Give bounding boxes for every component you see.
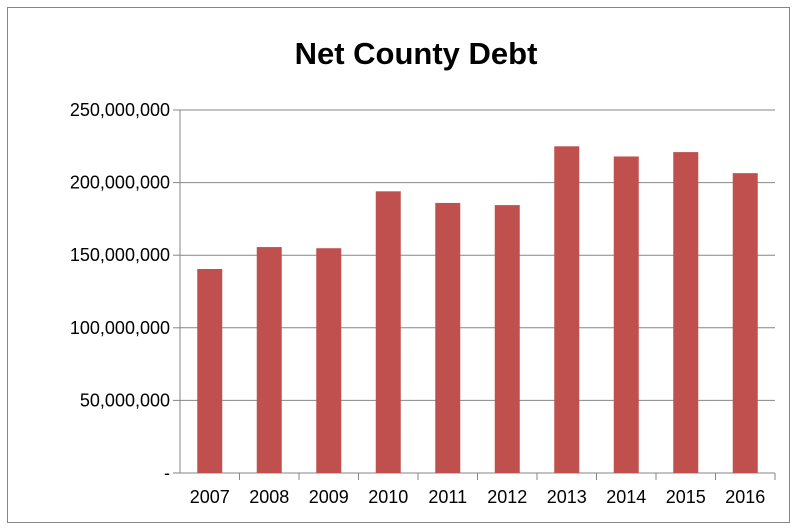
bar (375, 191, 401, 473)
x-tick-label: 2008 (249, 487, 289, 507)
x-tick-label: 2007 (190, 487, 230, 507)
x-tick-label: 2016 (725, 487, 765, 507)
x-axis-ticks: 2007 2008 2009 2010 2011 2012 2013 2014 2015 2016 (190, 487, 766, 507)
y-tick-label: 250,000,000 (70, 100, 170, 120)
chart-title: Net County Debt (295, 36, 538, 71)
y-tick-label: 100,000,000 (70, 318, 170, 338)
x-tick-label: 2012 (487, 487, 527, 507)
bar (673, 152, 699, 473)
x-tick-label: 2010 (368, 487, 408, 507)
bar (494, 205, 520, 473)
bars (197, 146, 758, 474)
bar (197, 268, 223, 473)
x-tick-label: 2015 (666, 487, 706, 507)
y-tick-label: - (164, 463, 170, 483)
y-tick-label: 200,000,000 (70, 173, 170, 193)
bar (732, 173, 758, 474)
y-tick-label: 50,000,000 (80, 390, 170, 410)
bar (613, 156, 639, 474)
x-tick-label: 2009 (309, 487, 349, 507)
x-tick-label: 2014 (606, 487, 646, 507)
x-tick-label: 2013 (547, 487, 587, 507)
bar (554, 146, 580, 474)
bar (316, 248, 342, 473)
bar (256, 247, 282, 473)
x-tick-label: 2011 (428, 487, 467, 507)
y-axis-ticks: - 50,000,000 100,000,000 150,000,000 200,000… (70, 100, 170, 483)
bar (435, 202, 461, 474)
y-tick-label: 150,000,000 (70, 245, 170, 265)
